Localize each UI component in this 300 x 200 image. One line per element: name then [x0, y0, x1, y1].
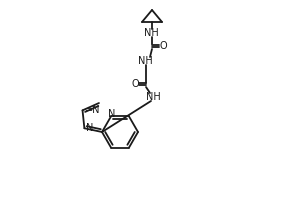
- Text: O: O: [159, 41, 167, 51]
- Text: NH: NH: [146, 92, 160, 102]
- Text: O: O: [131, 79, 139, 89]
- Text: N: N: [108, 109, 116, 119]
- Text: =N: =N: [85, 105, 100, 115]
- Text: NH: NH: [138, 56, 152, 66]
- Text: N: N: [86, 123, 94, 133]
- Text: NH: NH: [144, 28, 158, 38]
